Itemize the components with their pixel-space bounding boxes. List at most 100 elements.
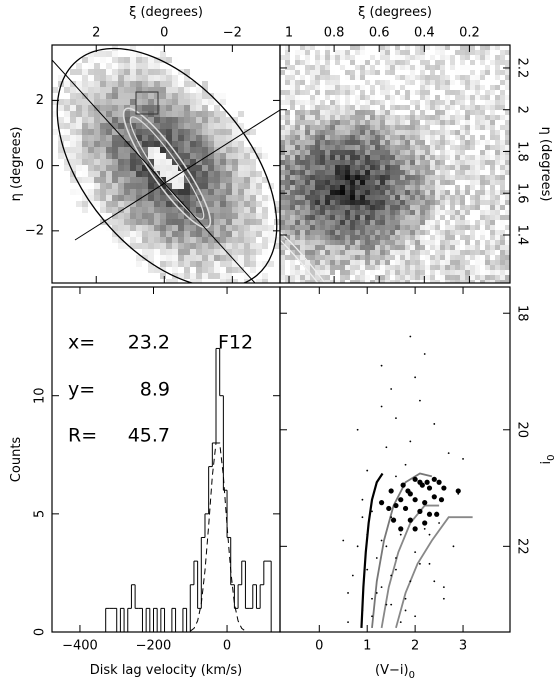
pixel <box>320 275 325 280</box>
pixel <box>470 260 475 265</box>
pixel <box>325 50 330 55</box>
pixel <box>166 105 172 111</box>
pixel <box>226 129 232 135</box>
pixel <box>385 50 390 55</box>
pixel <box>76 135 82 141</box>
pixel <box>425 165 430 170</box>
pixel <box>148 237 154 243</box>
pixel <box>196 189 202 195</box>
pixel <box>490 45 495 50</box>
pixel <box>435 115 440 120</box>
pixel <box>208 141 214 147</box>
pixel <box>490 80 495 85</box>
pixel <box>295 120 300 125</box>
pixel <box>142 219 148 225</box>
pixel <box>262 279 268 283</box>
pixel <box>160 63 166 69</box>
pixel <box>136 159 142 165</box>
pixel <box>335 105 340 110</box>
pixel <box>365 85 370 90</box>
pixel <box>505 115 510 120</box>
pixel <box>184 171 190 177</box>
pixel <box>130 117 136 123</box>
pixel <box>430 75 435 80</box>
pixel <box>300 235 305 240</box>
pixel <box>226 105 232 111</box>
pixel <box>460 235 465 240</box>
pixel <box>395 175 400 180</box>
pixel <box>310 100 315 105</box>
pixel <box>460 145 465 150</box>
pixel <box>196 195 202 201</box>
pixel <box>220 237 226 243</box>
pixel <box>94 63 100 69</box>
pixel <box>295 220 300 225</box>
pixel <box>410 110 415 115</box>
pixel <box>415 230 420 235</box>
pixel <box>390 150 395 155</box>
pixel <box>315 180 320 185</box>
pixel <box>390 260 395 265</box>
pixel <box>196 171 202 177</box>
pixel <box>112 177 118 183</box>
pixel <box>285 85 290 90</box>
pixel <box>495 135 500 140</box>
pixel <box>415 50 420 55</box>
pixel <box>360 170 365 175</box>
pixel <box>455 210 460 215</box>
pixel <box>70 87 76 93</box>
pixel <box>88 165 94 171</box>
pixel <box>380 55 385 60</box>
pixel <box>178 177 184 183</box>
pixel <box>184 87 190 93</box>
pixel <box>400 145 405 150</box>
pixel <box>112 75 118 81</box>
pixel <box>370 100 375 105</box>
pixel <box>370 220 375 225</box>
pixel <box>420 160 425 165</box>
pixel <box>385 175 390 180</box>
pixel <box>88 75 94 81</box>
pixel <box>310 130 315 135</box>
pixel <box>172 129 178 135</box>
pixel <box>300 215 305 220</box>
pixel <box>365 95 370 100</box>
pixel <box>335 155 340 160</box>
pixel <box>385 220 390 225</box>
pixel <box>490 215 495 220</box>
pixel <box>345 165 350 170</box>
pixel <box>64 129 70 135</box>
pixel <box>415 160 420 165</box>
pixel <box>470 75 475 80</box>
pixel <box>232 153 238 159</box>
pixel <box>118 189 124 195</box>
pixel <box>370 215 375 220</box>
pixel <box>136 69 142 75</box>
pixel <box>490 160 495 165</box>
pixel <box>365 255 370 260</box>
pixel <box>390 145 395 150</box>
pixel <box>335 170 340 175</box>
pixel <box>202 207 208 213</box>
pixel <box>226 135 232 141</box>
pixel <box>136 75 142 81</box>
pixel <box>335 85 340 90</box>
pixel <box>226 219 232 225</box>
pixel <box>88 129 94 135</box>
pixel <box>184 153 190 159</box>
pixel <box>290 190 295 195</box>
pixel <box>325 60 330 65</box>
pixel <box>395 130 400 135</box>
pixel <box>395 50 400 55</box>
pixel <box>495 55 500 60</box>
pixel <box>495 65 500 70</box>
pixel <box>435 45 440 50</box>
pixel <box>480 100 485 105</box>
star-point <box>399 621 402 623</box>
pixel <box>280 165 285 170</box>
pixel <box>290 205 295 210</box>
pixel <box>290 195 295 200</box>
pixel <box>70 135 76 141</box>
pixel <box>365 245 370 250</box>
pixel <box>435 105 440 110</box>
